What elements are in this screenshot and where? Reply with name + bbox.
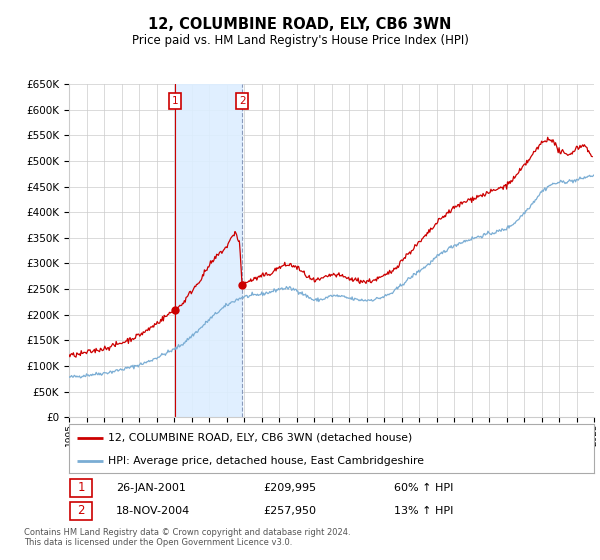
Text: 60% ↑ HPI: 60% ↑ HPI	[395, 483, 454, 493]
Text: HPI: Average price, detached house, East Cambridgeshire: HPI: Average price, detached house, East…	[109, 456, 424, 466]
Text: £209,995: £209,995	[263, 483, 316, 493]
Text: Price paid vs. HM Land Registry's House Price Index (HPI): Price paid vs. HM Land Registry's House …	[131, 34, 469, 46]
FancyBboxPatch shape	[70, 479, 92, 497]
Text: 26-JAN-2001: 26-JAN-2001	[116, 483, 186, 493]
Text: 18-NOV-2004: 18-NOV-2004	[116, 506, 191, 516]
Text: 13% ↑ HPI: 13% ↑ HPI	[395, 506, 454, 516]
Text: 12, COLUMBINE ROAD, ELY, CB6 3WN (detached house): 12, COLUMBINE ROAD, ELY, CB6 3WN (detach…	[109, 433, 413, 443]
Text: Contains HM Land Registry data © Crown copyright and database right 2024.
This d: Contains HM Land Registry data © Crown c…	[24, 528, 350, 547]
Text: 1: 1	[172, 96, 179, 106]
FancyBboxPatch shape	[70, 502, 92, 520]
Bar	[175, 84, 242, 417]
Text: 12, COLUMBINE ROAD, ELY, CB6 3WN: 12, COLUMBINE ROAD, ELY, CB6 3WN	[148, 17, 452, 32]
Text: £257,950: £257,950	[263, 506, 316, 516]
Text: 1: 1	[77, 482, 85, 494]
Text: 2: 2	[77, 505, 85, 517]
Text: 2: 2	[239, 96, 245, 106]
